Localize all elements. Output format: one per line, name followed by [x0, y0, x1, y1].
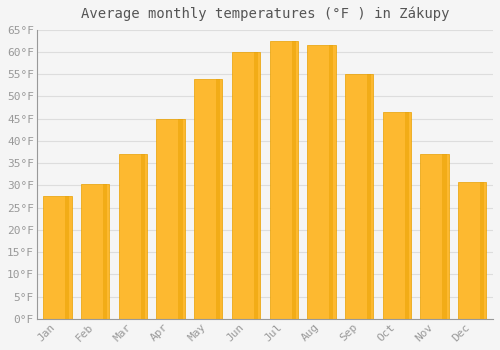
Bar	[458, 182, 486, 319]
Bar	[194, 78, 222, 319]
Bar	[345, 74, 374, 319]
Bar	[420, 154, 448, 319]
Bar	[232, 52, 260, 319]
Bar	[178, 119, 182, 319]
Bar	[308, 45, 336, 319]
Bar	[118, 154, 147, 319]
Bar	[103, 184, 107, 319]
Bar	[216, 78, 220, 319]
Bar	[81, 184, 110, 319]
Bar	[156, 119, 184, 319]
Bar	[367, 74, 371, 319]
Bar	[329, 45, 334, 319]
Bar	[480, 182, 484, 319]
Bar	[442, 154, 446, 319]
Bar	[44, 196, 72, 319]
Bar	[270, 41, 298, 319]
Title: Average monthly temperatures (°F ) in Zákupy: Average monthly temperatures (°F ) in Zá…	[80, 7, 449, 21]
Bar	[404, 112, 409, 319]
Bar	[140, 154, 145, 319]
Bar	[292, 41, 296, 319]
Bar	[65, 196, 70, 319]
Bar	[254, 52, 258, 319]
Bar	[382, 112, 411, 319]
